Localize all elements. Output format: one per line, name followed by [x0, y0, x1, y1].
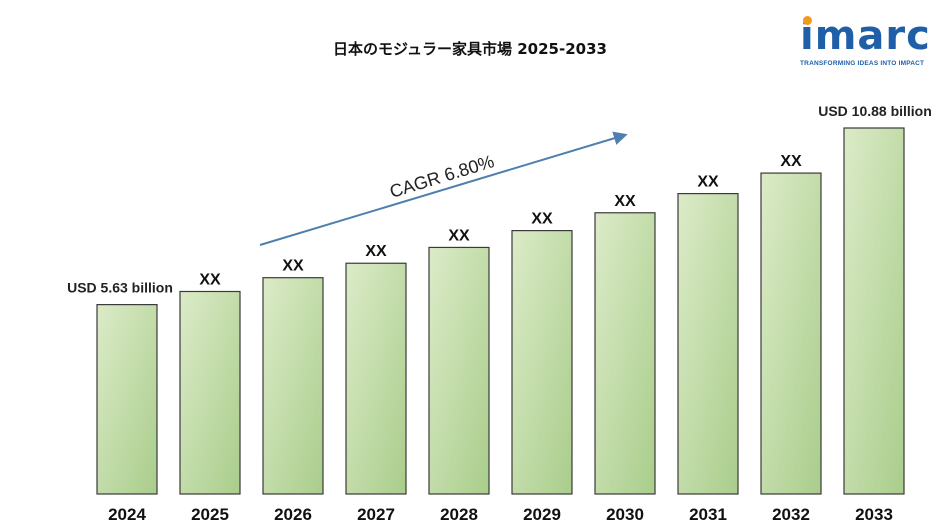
x-tick-2026: 2026 [274, 505, 312, 524]
imarc-logo: imarc TRANSFORMING IDEAS INTO IMPACT [796, 14, 930, 70]
bar-2033 [843, 127, 905, 495]
x-tick-2029: 2029 [523, 505, 561, 524]
bar-2025 [179, 290, 241, 495]
x-tick-2031: 2031 [689, 505, 727, 524]
value-label-2027: XX [365, 243, 387, 260]
logo-dot-icon [803, 16, 812, 25]
bars-layer [96, 127, 905, 495]
value-label-2032: XX [780, 153, 802, 170]
value-label-2028: XX [448, 227, 470, 244]
value-label-2031: XX [697, 174, 719, 191]
x-tick-labels: 2024 2025 2026 2027 2028 2029 2030 2031 2032 2033 [108, 505, 893, 524]
value-label-2024: USD 5.63 billion [67, 280, 173, 296]
bar-2024 [96, 304, 158, 495]
logo-tagline: TRANSFORMING IDEAS INTO IMPACT [800, 60, 925, 67]
x-tick-2025: 2025 [191, 505, 229, 524]
value-label-2026: XX [282, 258, 304, 275]
value-label-2033: USD 10.88 billion [818, 103, 932, 119]
value-label-2030: XX [614, 193, 636, 210]
x-tick-2028: 2028 [440, 505, 478, 524]
bar-2027 [345, 262, 407, 495]
bar-2028 [428, 246, 490, 495]
x-tick-2030: 2030 [606, 505, 644, 524]
x-tick-2024: 2024 [108, 505, 146, 524]
value-labels-layer: USD 5.63 billion XX XX XX XX XX XX XX XX USD 10.8… [67, 103, 932, 296]
x-tick-2032: 2032 [772, 505, 810, 524]
bar-2031 [677, 192, 739, 495]
bar-2026 [262, 277, 324, 495]
chart-title: 日本のモジュラー家具市場 2025-2033 [333, 40, 607, 58]
bar-2029 [511, 230, 573, 495]
bar-2032 [760, 172, 822, 495]
x-tick-2033: 2033 [855, 505, 893, 524]
x-tick-2027: 2027 [357, 505, 395, 524]
logo-wordmark: imarc [800, 13, 931, 59]
bar-2030 [594, 212, 656, 495]
cagr-annotation: CAGR 6.80% [387, 151, 496, 202]
value-label-2029: XX [531, 211, 553, 228]
value-label-2025: XX [199, 271, 221, 288]
cagr-trend-arrow [259, 131, 628, 246]
